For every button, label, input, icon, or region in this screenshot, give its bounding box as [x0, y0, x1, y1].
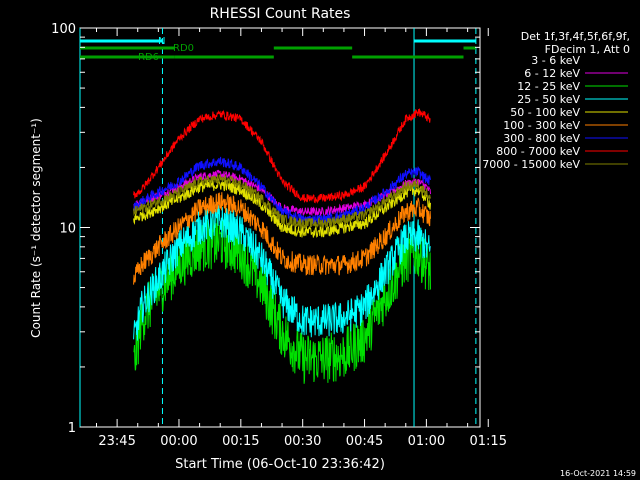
legend-entry-label: 12 - 25 keV	[517, 80, 580, 93]
attenuator-label: N	[158, 36, 165, 47]
x-axis-label: Start Time (06-Oct-10 23:36:42)	[175, 457, 385, 472]
y-tick-label: 10	[59, 222, 76, 237]
y-axis-label: Count Rate (s⁻¹ detector segment⁻¹)	[29, 118, 43, 338]
x-tick-label: 01:00	[408, 434, 445, 449]
x-tick-label: 01:15	[470, 434, 507, 449]
attenuator-label: RD0	[173, 43, 194, 54]
series-line	[133, 216, 431, 384]
series-lines	[133, 108, 431, 411]
series-line	[133, 205, 431, 341]
legend-entry-label: 300 - 800 keV	[503, 132, 580, 145]
series-line	[133, 169, 431, 216]
series-line	[133, 156, 431, 226]
chart-title: RHESSI Count Rates	[210, 6, 351, 22]
series-line	[133, 108, 431, 204]
legend-entry-label: 3 - 6 keV	[531, 54, 580, 67]
legend-header: FDecim 1, Att 0	[545, 43, 630, 56]
legend: Det 1f,3f,4f,5f,6f,9f,FDecim 1, Att 03 -…	[482, 30, 630, 171]
series-line	[133, 192, 431, 285]
legend-entry-label: 800 - 7000 keV	[496, 145, 580, 158]
attenuator-label: RD6	[138, 52, 159, 63]
x-tick-label: 00:30	[284, 434, 321, 449]
x-tick-label: 00:00	[160, 434, 197, 449]
legend-entry-label: 25 - 50 keV	[517, 93, 580, 106]
legend-entry-label: 50 - 100 keV	[510, 106, 580, 119]
x-tick-label: 23:45	[98, 434, 135, 449]
legend-header: Det 1f,3f,4f,5f,6f,9f,	[521, 30, 630, 43]
y-tick-label: 100	[51, 22, 76, 37]
attenuator-bars: N RD0 RD6	[80, 36, 476, 63]
timestamp: 16-Oct-2021 14:59	[560, 469, 636, 478]
y-tick-label: 1	[68, 421, 76, 436]
legend-entry-label: 100 - 300 keV	[503, 119, 580, 132]
x-tick-label: 00:15	[222, 434, 259, 449]
legend-entry-label: 6 - 12 keV	[524, 67, 580, 80]
legend-entry-label: 7000 - 15000 keV	[482, 158, 580, 171]
series-line	[133, 173, 431, 229]
x-tick-label: 00:45	[346, 434, 383, 449]
axes: 23:45 00:00 00:15 00:30 00:45 01:00 01:15 1 10 10…	[51, 22, 507, 449]
